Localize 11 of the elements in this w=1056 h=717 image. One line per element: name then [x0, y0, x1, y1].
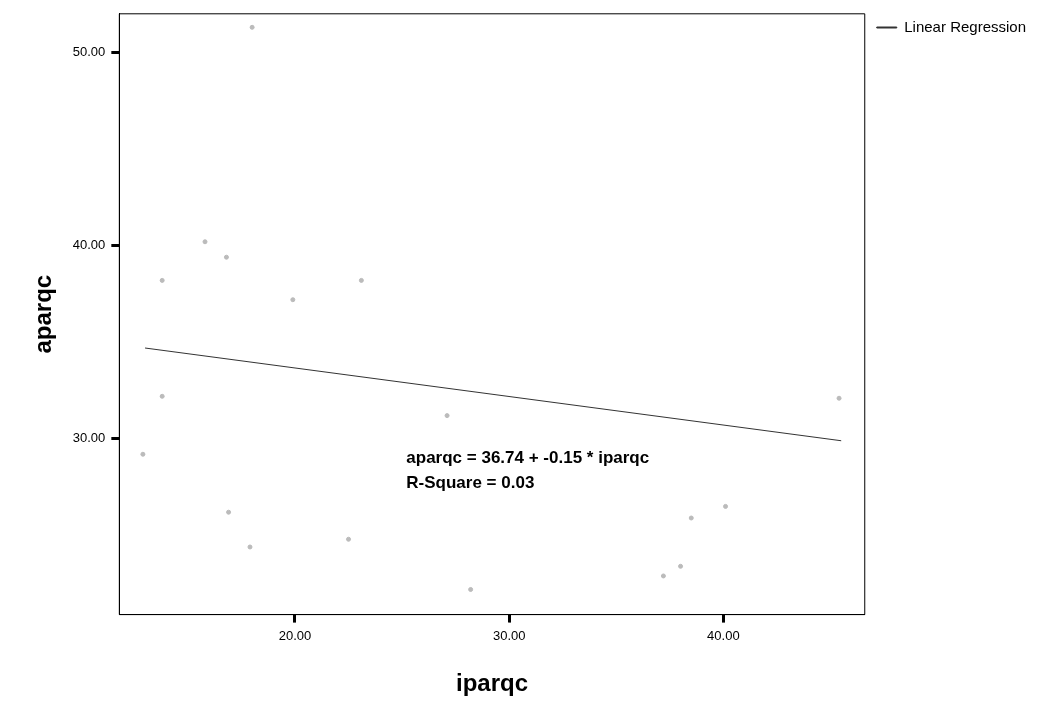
annotation: R-Square = 0.03 — [406, 473, 535, 493]
annotation: aparqc = 36.74 + -0.15 * iparqc — [406, 448, 650, 468]
y-axis-title: aparqc — [29, 274, 57, 354]
x-tick-label: 30.00 — [492, 627, 526, 643]
y-tick-label: 50.00 — [72, 44, 106, 60]
x-tick-label: 40.00 — [707, 627, 740, 643]
y-tick-label: 30.00 — [72, 430, 106, 446]
legend-label: Linear Regression — [904, 17, 1027, 35]
x-tick-label: 20.00 — [278, 627, 312, 643]
x-axis-title: iparqc — [456, 669, 529, 697]
y-tick-label: 40.00 — [72, 237, 106, 253]
